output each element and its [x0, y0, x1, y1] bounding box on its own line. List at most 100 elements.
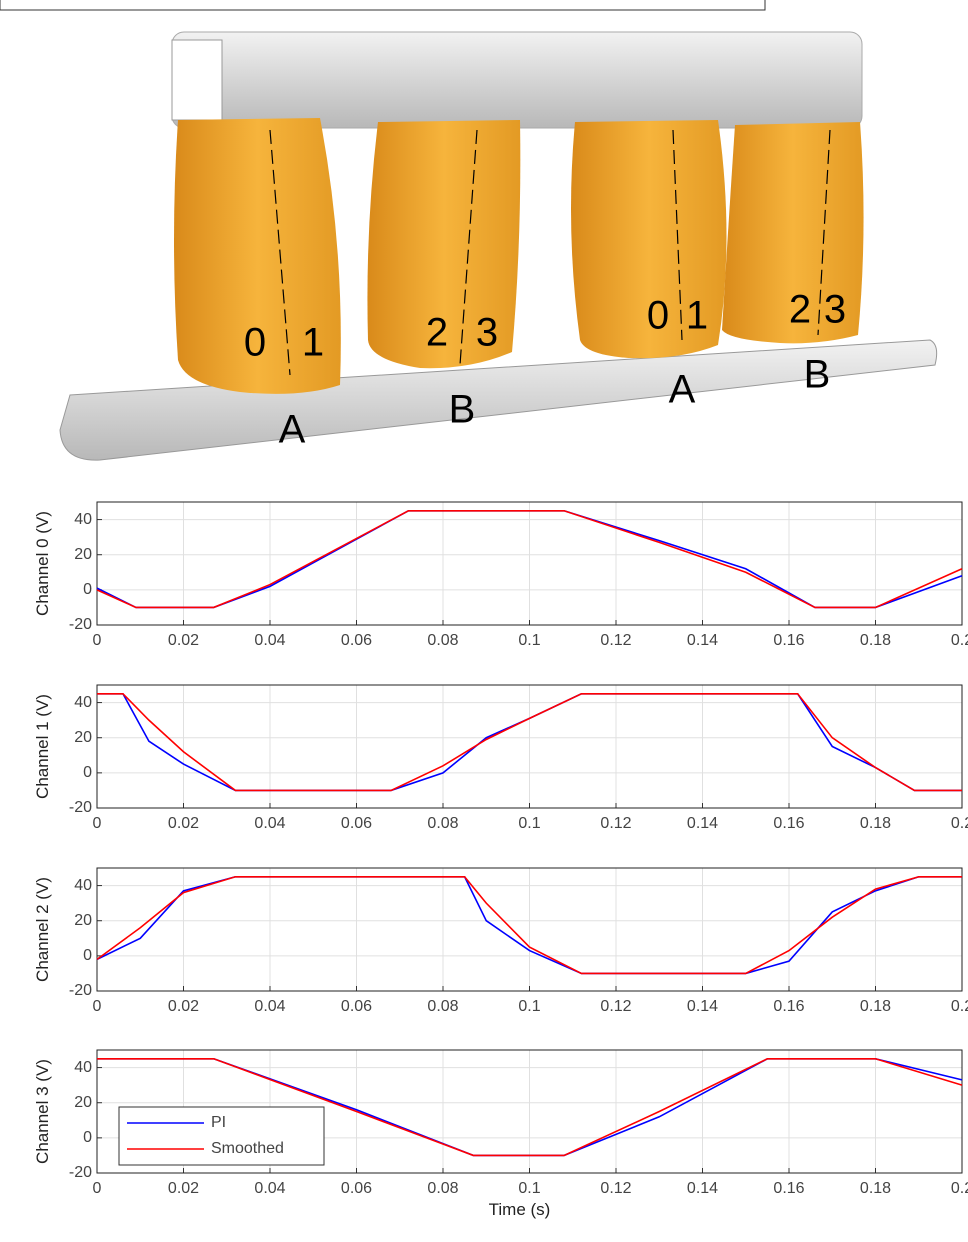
legend-box [118, 1106, 325, 1166]
base-bar [59, 339, 938, 461]
y-tick-label: 0 [83, 764, 92, 781]
axes-box [96, 1049, 963, 1174]
x-tick-label: 0 [93, 1180, 102, 1197]
y-tick-label: 40 [74, 511, 92, 528]
x-tick-label: 0.1 [518, 998, 540, 1015]
x-tick-label: 0.14 [687, 1180, 718, 1197]
x-tick-label: 0.02 [168, 998, 199, 1015]
x-tick-label: 0.08 [427, 632, 458, 649]
x-tick-label: 0.1 [518, 815, 540, 832]
x-tick-label: 0.14 [687, 998, 718, 1015]
y-tick-label: 20 [74, 546, 92, 563]
x-tick-label: 0.1 [518, 632, 540, 649]
y-axis-label: Channel 2 (V) [33, 877, 52, 982]
core-block [571, 120, 727, 359]
winding-label: 3 [824, 288, 846, 332]
x-tick-label: 0.04 [254, 815, 285, 832]
y-axis-label: Channel 1 (V) [33, 694, 52, 799]
x-tick-label: 0.06 [341, 998, 372, 1015]
x-tick-label: 0.2 [951, 1180, 968, 1197]
chart: 0 0.02 0.04 0.06 0.08 0.1 0.12 0.14 0.16 0.18 0.2 -… [33, 1049, 968, 1219]
axes-box [96, 684, 963, 809]
series-line [97, 692, 962, 792]
winding-label: 1 [302, 321, 324, 365]
x-tick-label: 0.2 [951, 815, 968, 832]
frame [0, 0, 766, 11]
dashed-line [672, 129, 683, 341]
chart: 0 0.02 0.04 0.06 0.08 0.1 0.12 0.14 0.16 0.18 0.2 -… [33, 867, 968, 1015]
series-line [97, 1057, 963, 1157]
winding-label: A [279, 408, 306, 452]
axes-box [96, 867, 963, 992]
legend-label: PI [211, 1114, 226, 1131]
y-tick-label: 0 [83, 947, 92, 964]
x-tick-label: 0.18 [860, 815, 891, 832]
x-tick-label: 0.04 [254, 998, 285, 1015]
y-tick-label: 0 [83, 581, 92, 598]
chart: 0 0.02 0.04 0.06 0.08 0.1 0.12 0.14 0.16 0.18 0.2 -… [33, 684, 968, 832]
x-tick-label: 0.14 [687, 632, 718, 649]
x-tick-label: 0.08 [427, 998, 458, 1015]
x-tick-label: 0 [93, 632, 102, 649]
x-tick-label: 0.16 [773, 998, 804, 1015]
x-tick-label: 0.14 [687, 815, 718, 832]
x-tick-label: 0.02 [168, 1180, 199, 1197]
core-block [722, 122, 864, 344]
y-tick-label: 20 [74, 1094, 92, 1111]
winding-label: B [804, 353, 831, 397]
x-tick-label: 0.18 [860, 1180, 891, 1197]
y-tick-label: 40 [74, 1059, 92, 1076]
winding-label: 2 [789, 288, 811, 332]
dashed-line [817, 129, 831, 336]
series-line [97, 692, 962, 792]
y-tick-label: -20 [69, 982, 92, 999]
x-tick-label: 0.2 [951, 632, 968, 649]
y-tick-label: 20 [74, 912, 92, 929]
illustration [0, 0, 938, 461]
y-tick-label: 0 [83, 1129, 92, 1146]
x-tick-label: 0.16 [773, 815, 804, 832]
x-tick-label: 0.08 [427, 1180, 458, 1197]
core-block [174, 118, 341, 394]
winding-label: 3 [476, 311, 498, 355]
y-tick-label: -20 [69, 616, 92, 633]
y-tick-label: 40 [74, 694, 92, 711]
x-tick-label: 0.02 [168, 815, 199, 832]
x-tick-label: 0.18 [860, 632, 891, 649]
winding-label: 2 [426, 311, 448, 355]
winding-label: B [449, 388, 476, 432]
x-tick-label: 0.16 [773, 1180, 804, 1197]
x-tick-label: 0.06 [341, 632, 372, 649]
legend: PI Smoothed [118, 1106, 325, 1166]
x-tick-label: 0.06 [341, 1180, 372, 1197]
core-block [367, 120, 521, 369]
winding-label: 1 [686, 294, 708, 338]
x-tick-label: 0 [93, 998, 102, 1015]
y-axis-label: Channel 0 (V) [33, 511, 52, 616]
x-tick-label: 0.04 [254, 1180, 285, 1197]
x-tick-label: 0.06 [341, 815, 372, 832]
winding-label: 0 [244, 321, 266, 365]
chart: 0 0.02 0.04 0.06 0.08 0.1 0.12 0.14 0.16 0.18 0.2 -… [33, 501, 968, 649]
x-tick-label: 0.1 [518, 1180, 540, 1197]
x-tick-label: 0.12 [600, 1180, 631, 1197]
series-line [96, 509, 963, 609]
x-tick-label: 0.18 [860, 998, 891, 1015]
x-tick-label: 0.12 [600, 815, 631, 832]
dashed-line [269, 129, 291, 376]
y-axis-label: Channel 3 (V) [33, 1059, 52, 1164]
x-tick-label: 0 [93, 815, 102, 832]
x-tick-label: 0.12 [600, 632, 631, 649]
y-tick-label: 40 [74, 877, 92, 894]
y-tick-label: 20 [74, 729, 92, 746]
legend-label: Smoothed [211, 1140, 284, 1157]
x-tick-label: 0.02 [168, 632, 199, 649]
x-tick-label: 0.08 [427, 815, 458, 832]
y-tick-label: -20 [69, 799, 92, 816]
x-axis-label: Time (s) [489, 1200, 551, 1219]
x-tick-label: 0.04 [254, 632, 285, 649]
y-tick-label: -20 [69, 1164, 92, 1181]
x-tick-label: 0.16 [773, 632, 804, 649]
